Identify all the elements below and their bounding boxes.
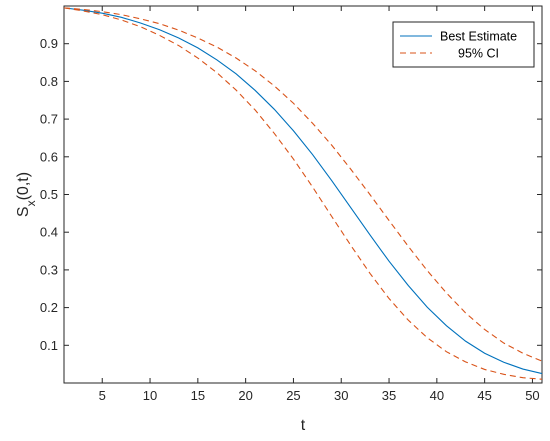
x-tick-label: 10: [143, 388, 157, 403]
y-tick-label: 0.2: [40, 300, 58, 315]
x-tick-label: 40: [430, 388, 444, 403]
x-tick-label: 30: [334, 388, 348, 403]
y-tick-label: 0.7: [40, 112, 58, 127]
series-layer: [63, 7, 543, 380]
y-axis: 0.1 0.2 0.3 0.4 0.5 0.6 0.7 0.8 0.9: [40, 36, 542, 353]
plot-area: 5 10 15 20 25 30 35 40 45 50 0.10.20.30.40.50.60.…: [40, 5, 543, 403]
y-axis-label-sub: x: [24, 200, 38, 206]
x-tick-label: 25: [286, 388, 300, 403]
plot-frame: [63, 5, 543, 384]
series-line-95-ci-1: [63, 7, 543, 362]
series-line-best-estimate-0: [63, 7, 543, 375]
legend-box: [392, 21, 535, 68]
x-tick-label: 45: [477, 388, 491, 403]
legend: Best Estimate 95% CI: [392, 21, 535, 68]
y-tick-label: 0.4: [40, 225, 58, 240]
y-axis-label: Sx(0,t): [15, 172, 38, 217]
x-tick-label: 20: [238, 388, 252, 403]
x-tick-label: 5: [99, 388, 106, 403]
y-tick-label: 0.1: [40, 338, 58, 353]
y-tick-label: 0.6: [40, 149, 58, 164]
series-line-95-ci-2: [63, 7, 543, 380]
y-tick-label: 0.3: [40, 262, 58, 277]
y-tick-label: 0.5: [40, 187, 58, 202]
y-tick-label: 0.8: [40, 74, 58, 89]
y-axis-label-tail: (0,t): [15, 172, 32, 200]
y-tick-label: 0.9: [40, 36, 58, 51]
x-axis-label: t: [301, 417, 306, 434]
x-tick-label: 50: [525, 388, 539, 403]
x-tick-label: 35: [382, 388, 396, 403]
x-axis: 5 10 15 20 25 30 35 40 45 50: [99, 6, 540, 403]
x-tick-label: 15: [191, 388, 205, 403]
legend-label-best-estimate: Best Estimate: [440, 30, 517, 44]
legend-label-95-ci: 95% CI: [458, 47, 499, 61]
y-axis-label-main: S: [15, 206, 32, 217]
